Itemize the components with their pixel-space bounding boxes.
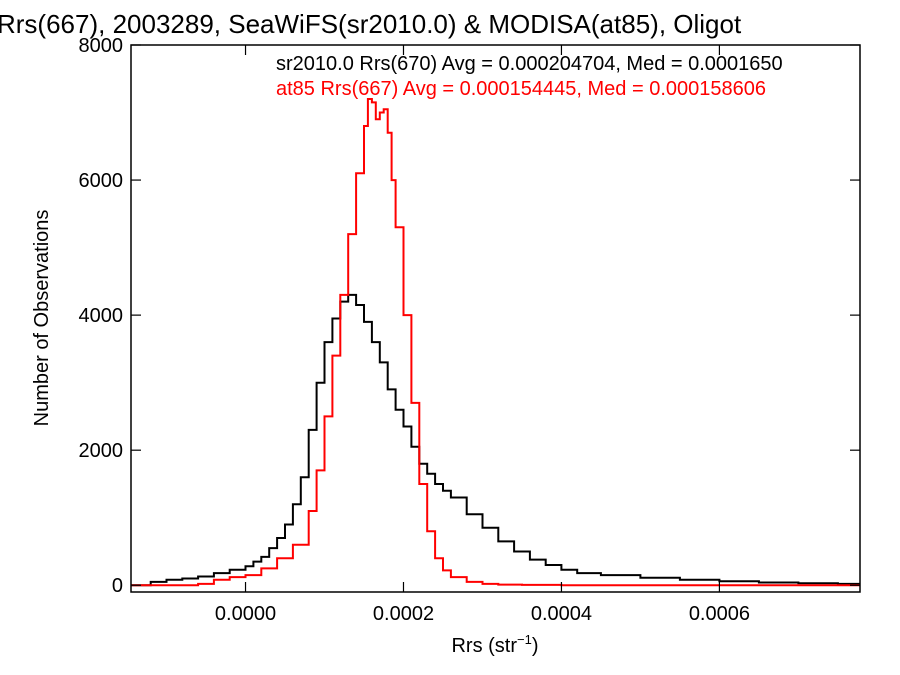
x-axis-label-main: Rrs (str	[451, 635, 517, 657]
series-line-1	[131, 98, 860, 587]
y-tick-label: 2000	[79, 440, 124, 462]
annotation-seawifs: sr2010.0 Rrs(670) Avg = 0.000204704, Med…	[276, 53, 783, 75]
y-axis-label: Number of Observations	[31, 210, 53, 427]
y-tick-label: 6000	[79, 170, 124, 192]
x-axis: 0.0000 0.0002 0.0004 0.0006	[215, 45, 750, 625]
x-tick-label: 0.0002	[373, 603, 434, 625]
series-line-0	[131, 293, 860, 587]
y-tick-label: 8000	[79, 35, 124, 57]
plot-frame	[130, 44, 861, 593]
x-tick-label: 0.0004	[531, 603, 592, 625]
x-axis-label-sup: −1	[517, 632, 532, 647]
x-tick-label: 0.0000	[215, 603, 276, 625]
x-axis-label: Rrs (str−1)	[451, 632, 538, 657]
annotation-modisa: at85 Rrs(667) Avg = 0.000154445, Med = 0…	[276, 78, 766, 100]
y-tick-label: 4000	[79, 305, 124, 327]
x-axis-label-tail: )	[532, 635, 539, 657]
plot-area	[130, 44, 861, 593]
x-tick-label: 0.0006	[689, 603, 750, 625]
chart-title: Rrs(667), 2003289, SeaWiFS(sr2010.0) & M…	[0, 9, 742, 39]
y-axis: 0 2000 4000 6000 8000	[79, 35, 860, 597]
y-tick-label: 0	[112, 575, 123, 597]
